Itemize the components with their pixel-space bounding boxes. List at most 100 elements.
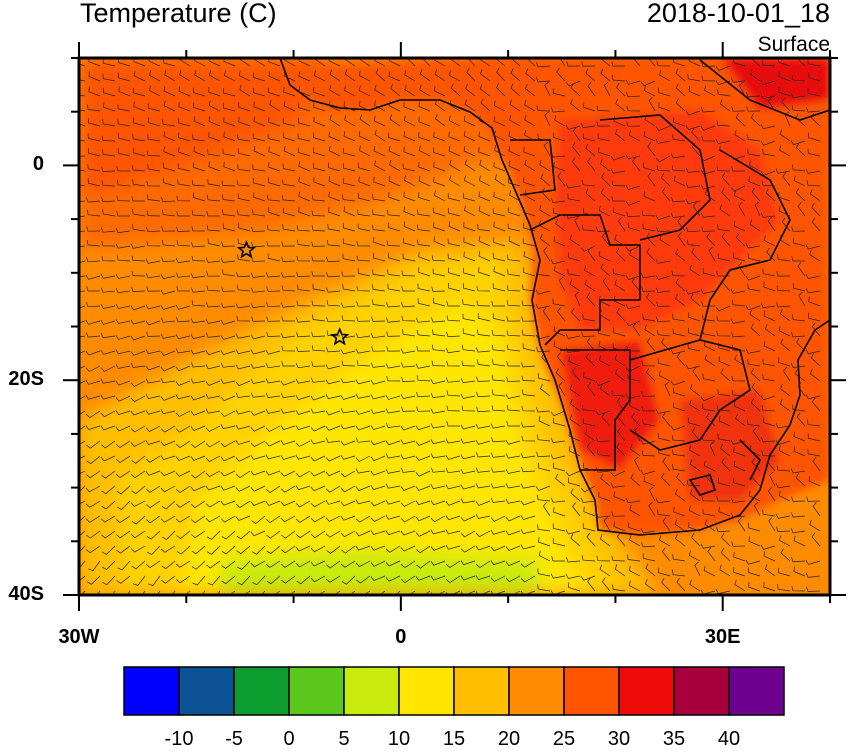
wind-barb [490, 529, 506, 535]
wind-barb [702, 508, 716, 517]
wind-barb [521, 435, 536, 442]
wind-barb [251, 545, 266, 555]
wind-barb [400, 393, 416, 400]
wind-barb [265, 425, 281, 432]
wind-barb [543, 246, 551, 262]
wind-barb [385, 422, 401, 428]
wind-barb [86, 575, 101, 585]
wind-barb [688, 522, 701, 532]
wind-barb [661, 547, 671, 562]
wind-barb [373, 237, 386, 247]
wind-barb [761, 405, 776, 412]
wind-barb [311, 256, 325, 262]
wind-barb [748, 522, 761, 532]
wind-barb [265, 378, 281, 384]
wind-barb [598, 491, 611, 502]
wind-barb [116, 166, 131, 172]
wind-barb [254, 58, 266, 67]
wind-barb [222, 87, 236, 97]
wind-barb [557, 307, 566, 322]
wind-barb [536, 451, 551, 458]
wind-barb [298, 206, 311, 217]
wind-barb [749, 219, 761, 232]
wind-barb [190, 378, 206, 384]
wind-barb [265, 392, 281, 398]
wind-barb [434, 99, 446, 112]
wind-barb [625, 497, 641, 504]
wind-barb [777, 254, 791, 262]
wind-barb [191, 545, 206, 555]
wind-barb [390, 83, 401, 97]
wind-barb [475, 590, 491, 595]
wind-barb [745, 559, 761, 565]
wind-barb [674, 519, 686, 532]
wind-barb [761, 60, 776, 67]
wind-barb [587, 577, 596, 592]
wind-barb [370, 485, 386, 491]
wind-barb [554, 115, 566, 127]
wind-barb [523, 146, 536, 157]
wind-barb [657, 358, 671, 367]
wind-barb [373, 58, 386, 67]
wind-barb [463, 146, 476, 157]
wind-barb [445, 544, 461, 550]
wind-barb [235, 303, 251, 309]
wind-barb [116, 211, 130, 217]
wind-barb [640, 439, 656, 445]
wind-barb [115, 318, 131, 324]
wind-barb [778, 71, 791, 82]
wind-barb [130, 425, 146, 433]
wind-barb [626, 211, 641, 217]
wind-barb [491, 375, 506, 382]
wind-barb [565, 80, 581, 87]
wind-barb [253, 146, 266, 157]
colorbar-label: 0 [283, 728, 295, 750]
wind-barb [781, 97, 791, 112]
wind-barb [613, 207, 626, 217]
wind-barb [400, 454, 416, 460]
wind-barb [416, 545, 431, 554]
wind-barb [565, 125, 581, 130]
wind-barb [371, 224, 386, 232]
wind-barb [523, 267, 536, 277]
coastlines [279, 58, 830, 536]
wind-barb [208, 161, 221, 172]
wind-barb [730, 154, 746, 160]
wind-barb [341, 194, 356, 202]
wind-barb [662, 412, 671, 427]
wind-barb [794, 369, 806, 382]
wind-barb [475, 483, 491, 489]
wind-barb [568, 477, 581, 487]
wind-barb [749, 445, 761, 457]
wind-barb [374, 129, 386, 142]
wind-barb [283, 207, 296, 217]
wind-barb [103, 87, 116, 97]
wind-barb [556, 67, 566, 82]
wind-barb [448, 267, 461, 277]
wind-barb [796, 412, 806, 427]
wind-barb [100, 319, 116, 325]
wind-barb [250, 500, 266, 507]
wind-barb [356, 316, 371, 322]
wind-barb [100, 455, 116, 462]
wind-barb [146, 150, 161, 157]
wind-barb [805, 273, 821, 280]
wind-barb [175, 334, 191, 340]
wind-barb [446, 361, 461, 367]
wind-barb [658, 370, 671, 382]
wind-barb [325, 530, 341, 538]
wind-barb [133, 87, 146, 97]
wind-barb [325, 470, 341, 477]
wind-barb [205, 380, 221, 386]
wind-barb [86, 301, 101, 308]
wind-barb [731, 541, 746, 547]
wind-barb [145, 485, 161, 493]
wind-barb [461, 344, 476, 352]
wind-barb [206, 545, 221, 555]
wind-barb [400, 545, 416, 552]
wind-barb [524, 159, 536, 172]
wind-barb [79, 335, 86, 338]
wind-barb [268, 117, 281, 127]
wind-barb [236, 180, 251, 187]
wind-barb [190, 334, 206, 339]
